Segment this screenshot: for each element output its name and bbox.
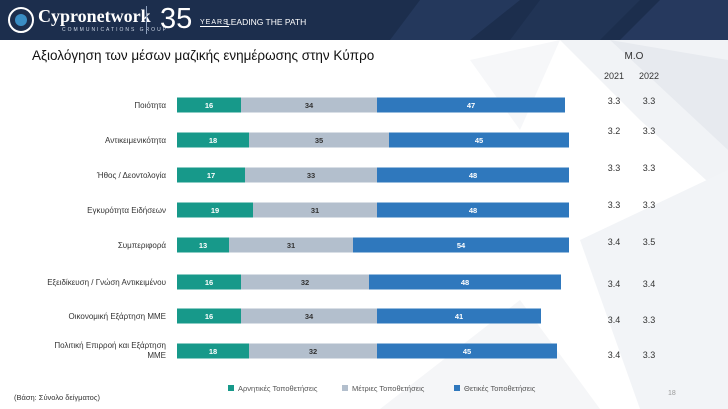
mo-value-2022: 3.3 [642, 96, 656, 106]
anniversary-word: YEARS [200, 19, 229, 27]
mo-value-2022: 3.4 [642, 279, 656, 289]
header-banner: Cypronetwork COMMUNICATIONS GROUP 35 YEA… [0, 0, 728, 40]
page-number: 18 [668, 390, 676, 397]
data-label-positive: 45 [475, 136, 483, 145]
mo-value-2022: 3.3 [642, 350, 656, 360]
header-pattern [390, 0, 728, 40]
footnote-base: (Βάση: Σύνολο δείγματος) [14, 393, 100, 402]
bar-positive [377, 308, 541, 324]
legend-label-positive: Θετικές Τοποθετήσεις [464, 383, 536, 393]
legend-item-negative: Αρνητικές Τοποθετήσεις [228, 382, 317, 394]
bar-positive [377, 167, 569, 183]
bar-moderate [245, 167, 377, 183]
legend-swatch-negative [228, 385, 234, 391]
data-label-negative: 16 [205, 101, 213, 110]
bar-positive [353, 237, 569, 253]
data-label-moderate: 35 [315, 136, 323, 145]
legend-label-negative: Αρνητικές Τοποθετήσεις [238, 383, 318, 393]
chart-title: Αξιολόγηση των μέσων μαζικής ενημέρωσης … [32, 48, 375, 63]
category-label: Εγκυρότητα Ειδήσεων [87, 206, 166, 215]
category-label-line: ΜΜΕ [147, 351, 166, 360]
bar-negative [177, 167, 245, 183]
header-tagline: LEADING THE PATH [226, 17, 307, 27]
anniversary-number: 35 [160, 3, 193, 35]
data-label-moderate: 31 [287, 241, 295, 250]
mo-year-2022: 2022 [638, 71, 660, 81]
bar-positive [377, 202, 569, 218]
category-label: Εξειδίκευση / Γνώση Αντικειμένου [47, 278, 166, 287]
bar-negative [177, 97, 241, 113]
bar-moderate [241, 308, 377, 324]
bar-negative [177, 343, 249, 359]
mo-value-2022: 3.3 [642, 200, 656, 210]
data-label-negative: 19 [211, 206, 219, 215]
mo-value-2021: 3.4 [607, 237, 621, 247]
bar-negative [177, 237, 229, 253]
data-label-positive: 45 [463, 347, 471, 356]
data-label-moderate: 31 [311, 206, 319, 215]
data-label-negative: 16 [205, 312, 213, 321]
mo-value-2021: 3.4 [607, 279, 621, 289]
mo-value-2022: 3.3 [642, 163, 656, 173]
bar-negative [177, 308, 241, 324]
bar-moderate [241, 274, 369, 290]
data-label-negative: 16 [205, 278, 213, 287]
bar-moderate [253, 202, 377, 218]
legend-label-moderate: Μέτριες Τοποθετήσεις [352, 383, 425, 393]
bar-moderate [249, 132, 389, 148]
mo-value-2021: 3.3 [607, 96, 621, 106]
data-label-moderate: 33 [307, 171, 315, 180]
legend-item-positive: Θετικές Τοποθετήσεις [454, 382, 535, 394]
mo-value-2022: 3.5 [642, 237, 656, 247]
cypronetwork-logo-icon [8, 7, 34, 33]
data-label-positive: 48 [469, 206, 477, 215]
bar-negative [177, 202, 253, 218]
mo-value-2021: 3.3 [607, 163, 621, 173]
data-label-moderate: 32 [309, 347, 317, 356]
category-label: Ποιότητα [134, 101, 166, 110]
bar-positive [377, 97, 565, 113]
data-label-moderate: 34 [305, 101, 314, 110]
data-label-positive: 47 [467, 101, 475, 110]
bar-positive [389, 132, 569, 148]
category-label: Συμπεριφορά [118, 241, 167, 250]
data-label-positive: 41 [455, 312, 463, 321]
bar-moderate [249, 343, 377, 359]
mo-value-2022: 3.3 [642, 315, 656, 325]
bar-moderate [229, 237, 353, 253]
legend-item-moderate: Μέτριες Τοποθετήσεις [342, 382, 424, 394]
mo-value-2021: 3.3 [607, 200, 621, 210]
mo-panel-title: Μ.Ο [624, 51, 644, 62]
mo-value-2022: 3.3 [642, 126, 656, 136]
category-label: Πολιτική Επιρροή και Εξάρτηση ΜΜΕ [54, 341, 166, 360]
brand-name: Cypronetwork [38, 6, 151, 26]
data-label-moderate: 32 [301, 278, 309, 287]
legend-swatch-moderate [342, 385, 348, 391]
bar-negative [177, 274, 241, 290]
data-label-negative: 18 [209, 136, 217, 145]
bar-negative [177, 132, 249, 148]
data-label-positive: 54 [457, 241, 466, 250]
brand-subtitle: COMMUNICATIONS GROUP [62, 27, 169, 33]
category-label: Ήθος / Δεοντολογία [96, 171, 166, 180]
mo-value-2021: 3.4 [607, 315, 621, 325]
bar-moderate [241, 97, 377, 113]
data-label-moderate: 34 [305, 312, 314, 321]
data-label-positive: 48 [469, 171, 477, 180]
data-label-negative: 17 [207, 171, 215, 180]
bar-positive [377, 343, 557, 359]
mo-value-2021: 3.2 [607, 126, 621, 136]
header-divider [146, 6, 147, 34]
category-label: Αντικειμενικότητα [105, 136, 166, 145]
bar-positive [369, 274, 561, 290]
data-label-negative: 18 [209, 347, 217, 356]
data-label-negative: 13 [199, 241, 207, 250]
mo-year-2021: 2021 [603, 71, 625, 81]
data-label-positive: 48 [461, 278, 469, 287]
legend-swatch-positive [454, 385, 460, 391]
category-label-line: Πολιτική Επιρροή και Εξάρτηση [54, 341, 166, 350]
mo-value-2021: 3.4 [607, 350, 621, 360]
category-label: Οικονομική Εξάρτηση ΜΜΕ [68, 312, 166, 321]
